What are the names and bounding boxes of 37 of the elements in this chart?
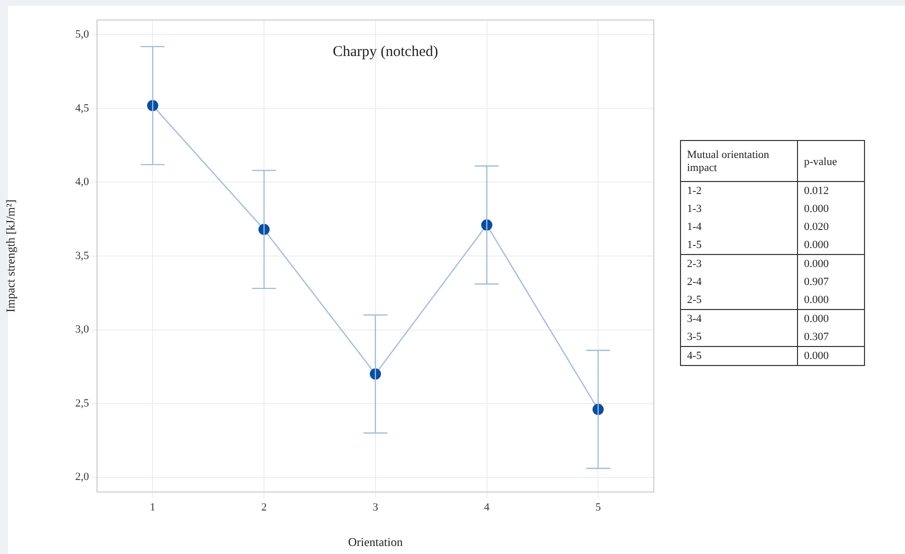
- text: 2-3: [680, 254, 798, 273]
- text: 0.020: [798, 218, 864, 236]
- text: Mutual orientation impact: [680, 140, 798, 182]
- text: 0.000: [798, 200, 864, 218]
- x-tick-label: 1: [150, 501, 156, 514]
- text: 3-4: [680, 310, 798, 328]
- text: Charpy (notched): [332, 44, 438, 60]
- text: 1-3: [680, 200, 798, 218]
- text: 4-5: [680, 346, 798, 366]
- x-axis-title: Orientation: [348, 534, 403, 549]
- text: 0.012: [798, 182, 864, 200]
- text: 0.000: [798, 236, 864, 254]
- text: 0.000: [798, 291, 864, 310]
- x-tick-label: 3: [372, 501, 379, 514]
- text: 1-4: [680, 218, 798, 236]
- text: 0.000: [798, 310, 864, 328]
- text: 3-5: [680, 328, 798, 346]
- y-tick-label: 4,0: [75, 176, 90, 188]
- text: 1-2: [680, 182, 798, 200]
- text: 0.000: [798, 346, 864, 366]
- y-tick-label: 3,0: [75, 324, 90, 336]
- x-tick-label: 5: [595, 501, 602, 514]
- y-tick-label: 3,5: [75, 250, 90, 262]
- y-tick-label: 2,5: [75, 397, 90, 410]
- y-tick-label: 4,5: [75, 102, 90, 114]
- y-tick-label: 2,0: [75, 471, 90, 484]
- y-axis-title: Impact strength [kJ/m²]: [3, 200, 18, 312]
- x-tick-label: 2: [261, 501, 267, 514]
- y-tick-label: 5,0: [75, 28, 90, 41]
- text: 0.907: [798, 273, 864, 291]
- text: 2-5: [680, 291, 798, 310]
- text: 1-5: [680, 236, 798, 254]
- text: p-value: [798, 140, 864, 182]
- text: 2-4: [680, 273, 798, 291]
- x-tick-label: 4: [484, 501, 490, 514]
- text: 0.000: [798, 254, 864, 273]
- text: 0.307: [798, 328, 864, 346]
